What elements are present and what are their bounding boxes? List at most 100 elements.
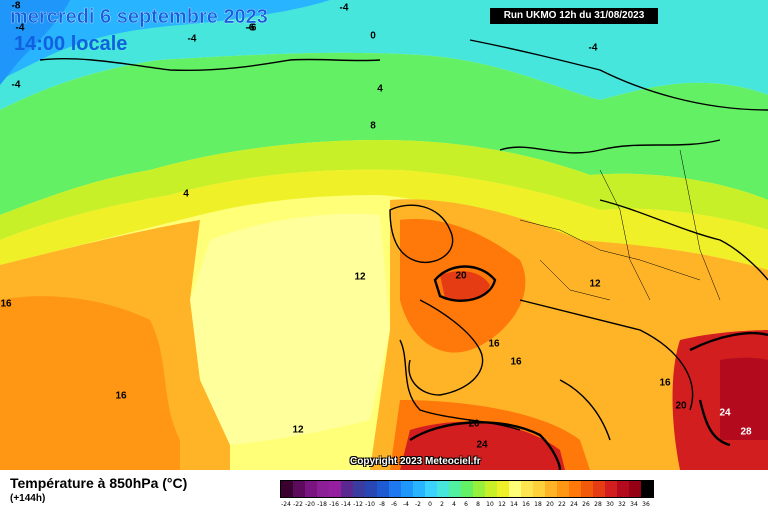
legend-swatch (293, 481, 305, 497)
legend-tick: 0 (428, 501, 432, 508)
contour-label: 28 (740, 426, 752, 438)
legend-tick: 24 (570, 501, 578, 508)
map-area: mercredi 6 septembre 2023 14:00 locale R… (0, 0, 768, 470)
contour-label: 12 (354, 271, 366, 283)
legend-tick: 10 (486, 501, 494, 508)
band-yellow (0, 169, 768, 270)
band-hot-east-core (720, 357, 768, 440)
forecast-date: mercredi 6 septembre 2023 (10, 6, 268, 28)
legend-tick: -18 (317, 501, 327, 508)
legend-swatch (509, 481, 521, 497)
contour-label: -4 (15, 22, 25, 34)
legend-tick: -24 (281, 501, 291, 508)
legend-tick: -22 (293, 501, 303, 508)
legend-tick: 30 (606, 501, 614, 508)
legend-swatch (401, 481, 413, 497)
legend-tick: 28 (594, 501, 602, 508)
contour-label: 20 (468, 418, 480, 430)
contour-label: -4 (11, 79, 21, 91)
band-pale (190, 213, 390, 445)
legend-tick: -8 (379, 501, 385, 508)
legend-swatch (437, 481, 449, 497)
legend-tick: -12 (353, 501, 363, 508)
legend-tick: 22 (558, 501, 566, 508)
contour-label: 16 (659, 377, 671, 389)
contour-label: 20 (675, 400, 687, 412)
legend-tick: 34 (630, 501, 638, 508)
legend-tick: -16 (329, 501, 339, 508)
contour-label: -4 (187, 33, 197, 45)
contour-label: 16 (488, 338, 500, 350)
contour-label: 24 (719, 407, 731, 419)
color-legend (280, 480, 654, 498)
legend-tick: 20 (546, 501, 554, 508)
contour-label: 24 (476, 439, 488, 451)
legend-tick: 32 (618, 501, 626, 508)
map-variable-title: Température à 850hPa (°C) (10, 475, 188, 491)
legend-swatch (473, 481, 485, 497)
coastlines (39, 39, 768, 441)
legend-tick: 8 (476, 501, 480, 508)
band-blue (0, 0, 330, 80)
band-cyan (0, 0, 768, 110)
band-hot-iberia-core (400, 421, 565, 470)
contour-label: 0 (370, 30, 376, 42)
legend-swatch (557, 481, 569, 497)
legend-swatch (377, 481, 389, 497)
contour-label: 20 (455, 270, 467, 282)
band-orange-core (0, 296, 180, 470)
contour-label: -8 (11, 0, 21, 12)
footer: Température à 850hPa (°C) (+144h) -24 -22… (0, 470, 768, 512)
contour-label: 16 (0, 298, 12, 310)
legend-tick: 36 (642, 501, 650, 508)
legend-swatch (593, 481, 605, 497)
legend-swatch (605, 481, 617, 497)
legend-swatch (497, 481, 509, 497)
contour-label: 4 (377, 83, 383, 95)
legend-tick: 12 (498, 501, 506, 508)
legend-swatch (389, 481, 401, 497)
run-info: Run UKMO 12h du 31/08/2023 (490, 8, 658, 24)
legend-tick: 14 (510, 501, 518, 508)
legend-swatch (581, 481, 593, 497)
legend-tick: -10 (365, 501, 375, 508)
copyright-notice: Copyright 2023 Meteociel.fr (350, 456, 481, 467)
legend-tick: -4 (403, 501, 409, 508)
legend-tick: 26 (582, 501, 590, 508)
legend-tick: 6 (464, 501, 468, 508)
borders (519, 149, 721, 301)
legend-swatch (641, 481, 653, 497)
contour-label: -4 (588, 42, 598, 54)
legend-swatch (449, 481, 461, 497)
contour-label: 4 (183, 188, 189, 200)
legend-swatch (617, 481, 629, 497)
legend-swatch (629, 481, 641, 497)
contour-label: -4 (339, 2, 349, 14)
legend-swatch (545, 481, 557, 497)
forecast-hour: (+144h) (10, 493, 46, 504)
legend-tick: -6 (391, 501, 397, 508)
contour-label: 16 (115, 390, 127, 402)
legend-swatch (353, 481, 365, 497)
legend-swatch (413, 481, 425, 497)
legend-swatch (485, 481, 497, 497)
band-deep-blue (0, 0, 70, 85)
band-green (0, 52, 768, 216)
temperature-map (0, 0, 768, 470)
legend-swatch (305, 481, 317, 497)
legend-swatch (341, 481, 353, 497)
legend-tick: -20 (305, 501, 315, 508)
legend-tick: 4 (452, 501, 456, 508)
contour-label: 12 (589, 278, 601, 290)
legend-swatch (329, 481, 341, 497)
legend-swatch (365, 481, 377, 497)
contour-label: -6 (245, 22, 255, 34)
legend-swatch (317, 481, 329, 497)
contour-label: 12 (292, 424, 304, 436)
contour-label: 8 (370, 120, 376, 132)
legend-swatch (533, 481, 545, 497)
legend-swatch (521, 481, 533, 497)
legend-swatch (281, 481, 293, 497)
band-lightgreen (0, 140, 768, 240)
legend-swatch (569, 481, 581, 497)
